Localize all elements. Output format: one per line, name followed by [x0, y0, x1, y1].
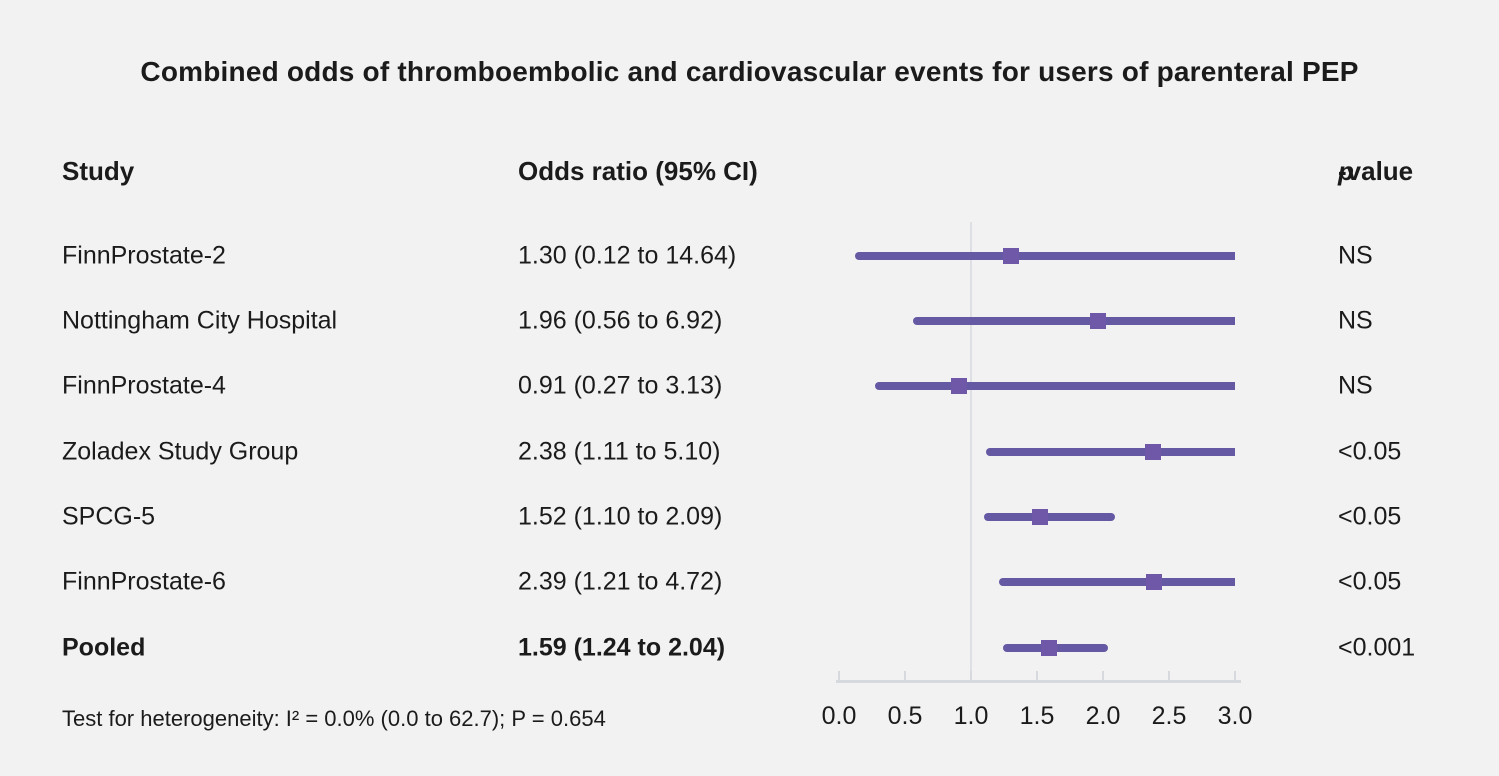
x-axis-tick — [1036, 671, 1038, 680]
ci-line — [874, 382, 1235, 391]
x-axis-tick — [838, 671, 840, 680]
p-value-cell: NS — [1338, 306, 1373, 335]
p-value-cell: <0.05 — [1338, 567, 1402, 596]
p-value-header-rest: -value — [1338, 156, 1414, 186]
x-axis-tick — [970, 671, 972, 680]
odds-ratio-marker — [1146, 574, 1163, 591]
odds-ratio-marker — [1002, 247, 1019, 264]
x-axis-tick-label: 2.0 — [1085, 702, 1121, 730]
p-value-header-italic-p: p — [1338, 156, 1354, 186]
odds-ratio-value: 1.96 (0.56 to 6.92) — [518, 306, 723, 335]
study-label: Nottingham City Hospital — [62, 306, 338, 335]
column-header-study: Study — [62, 156, 135, 186]
odds-ratio-marker — [1089, 313, 1106, 330]
ci-line — [912, 317, 1235, 326]
study-label: FinnProstate-6 — [62, 567, 226, 596]
x-axis-tick — [1168, 671, 1170, 680]
forest-row: Nottingham City Hospital 1.96 (0.56 to 6.… — [0, 288, 1499, 353]
column-headers: Study Odds ratio (95% CI) p -value — [0, 156, 1499, 186]
ci-line — [984, 513, 1115, 522]
forest-row: Zoladex Study Group 2.38 (1.11 to 5.10) <0… — [0, 419, 1499, 484]
x-axis-tick-label: 1.0 — [953, 702, 989, 730]
odds-ratio-value: 1.52 (1.10 to 2.09) — [518, 502, 723, 531]
x-axis-tick-label: 0.0 — [821, 702, 857, 730]
ci-line — [985, 447, 1235, 456]
forest-row: FinnProstate-2 1.30 (0.12 to 14.64) NS — [0, 223, 1499, 288]
forest-row: FinnProstate-6 2.39 (1.21 to 4.72) <0.05 — [0, 550, 1499, 615]
x-axis-tick-label: 0.5 — [887, 702, 923, 730]
p-value-cell: <0.05 — [1338, 502, 1402, 531]
heterogeneity-note: Test for heterogeneity: I² = 0.0% (0.0 t… — [62, 706, 606, 731]
ci-line — [854, 251, 1235, 260]
odds-ratio-value: 2.38 (1.11 to 5.10) — [518, 437, 721, 466]
p-value-cell: NS — [1338, 241, 1373, 270]
study-label: Zoladex Study Group — [62, 437, 299, 466]
odds-ratio-marker — [1040, 639, 1057, 656]
odds-ratio-value: 2.39 (1.21 to 4.72) — [518, 567, 723, 596]
forest-row: FinnProstate-4 0.91 (0.27 to 3.13) NS — [0, 354, 1499, 419]
odds-ratio-value: 1.30 (0.12 to 14.64) — [518, 241, 737, 270]
x-axis-tick — [1102, 671, 1104, 680]
study-label: Pooled — [62, 633, 146, 662]
study-label: FinnProstate-2 — [62, 241, 226, 270]
p-value-cell: NS — [1338, 371, 1373, 400]
study-label: SPCG-5 — [62, 502, 156, 531]
forest-row: Pooled 1.59 (1.24 to 2.04) <0.001 — [0, 615, 1499, 680]
x-axis-tick-label: 2.5 — [1151, 702, 1187, 730]
x-axis-tick-label: 1.5 — [1019, 702, 1055, 730]
p-value-cell: <0.05 — [1338, 437, 1402, 466]
study-label: FinnProstate-4 — [62, 371, 226, 400]
odds-ratio-marker — [1145, 443, 1162, 460]
odds-ratio-marker — [951, 378, 968, 395]
forest-row: SPCG-5 1.52 (1.10 to 2.09) <0.05 — [0, 484, 1499, 549]
x-axis-tick-label: 3.0 — [1217, 702, 1253, 730]
column-header-odds-ratio: Odds ratio (95% CI) — [518, 156, 758, 186]
x-axis-tick — [1234, 671, 1236, 680]
figure-title: Combined odds of thromboembolic and card… — [140, 56, 1359, 87]
odds-ratio-value: 0.91 (0.27 to 3.13) — [518, 371, 723, 400]
x-axis-tick — [904, 671, 906, 680]
odds-ratio-marker — [1031, 509, 1048, 526]
ci-line — [998, 578, 1235, 587]
p-value-cell: <0.001 — [1338, 633, 1416, 662]
reference-line — [969, 222, 973, 680]
odds-ratio-value: 1.59 (1.24 to 2.04) — [518, 633, 726, 662]
x-axis-line — [836, 680, 1241, 683]
